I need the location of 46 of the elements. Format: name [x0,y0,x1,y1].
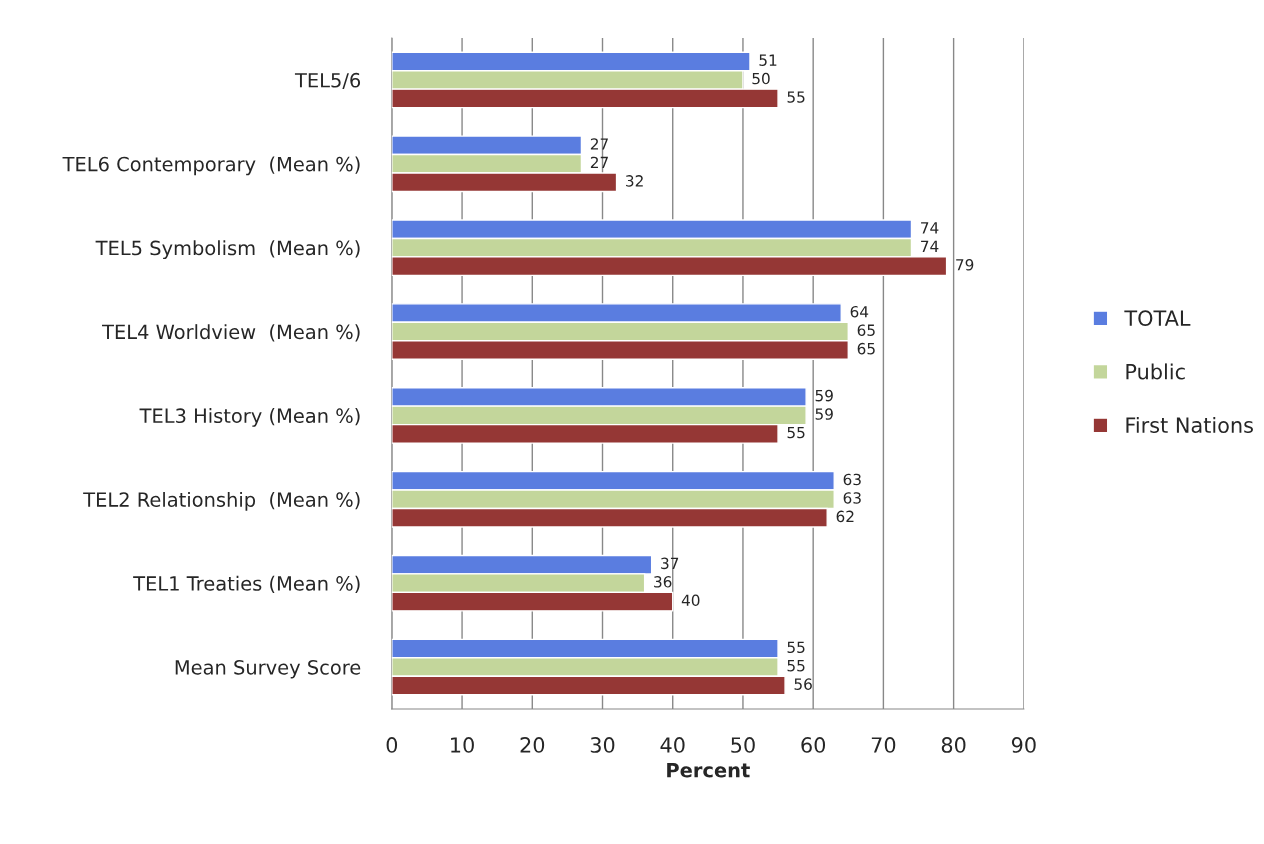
x-tick-label: 70 [871,737,896,753]
x-tick-label: 10 [451,737,474,753]
data-label: 64 [850,305,869,318]
x-tick-label: 0 [386,737,398,753]
x-tick-label: 90 [1011,737,1036,753]
data-label: 65 [857,342,875,355]
data-label: 65 [857,324,875,336]
data-label: 32 [626,175,643,187]
x-tick-label: 40 [660,737,685,753]
data-label: 55 [787,660,805,672]
legend-label: First Nations [1126,416,1253,434]
data-label: 74 [921,240,939,252]
data-label: 27 [590,156,608,168]
y-tick-label: TEL3 History (Mean %) [139,408,360,427]
x-tick-label: 20 [520,737,545,753]
data-label: 51 [759,54,777,66]
y-tick-label: TEL5/6 [294,72,361,90]
data-label: 55 [787,91,805,103]
data-label: 37 [661,557,679,570]
data-label: 50 [752,72,770,85]
data-label: 74 [921,222,939,234]
x-tick-label: 50 [731,737,755,753]
x-tick-label: 60 [801,737,826,753]
y-tick-label: TEL1 Treaties (Mean %) [133,575,360,594]
data-label: 59 [815,389,833,402]
y-tick-label: TEL5 Symbolism (Mean %) [95,240,360,260]
data-label: 40 [681,594,700,607]
data-label: 63 [843,492,861,504]
legend-label: Public [1126,363,1185,380]
y-tick-label: TEL2 Relationship (Mean %) [83,491,360,511]
data-label: 62 [836,510,854,523]
y-tick-label: TEL6 Contemporary (Mean %) [62,156,360,176]
y-tick-label: Mean Survey Score [175,659,361,679]
data-label: 55 [787,641,805,653]
x-tick-label: 80 [941,737,966,753]
data-label: 55 [787,426,805,439]
x-axis-title: Percent [667,763,750,778]
y-tick-label: TEL4 Worldview (Mean %) [102,324,360,342]
data-label: 27 [590,138,608,150]
data-label: 63 [843,473,861,486]
data-label: 56 [794,678,812,690]
data-label: 59 [815,408,833,420]
x-tick-label: 30 [590,737,615,753]
data-label: 36 [654,576,672,588]
legend-label: TOTAL [1124,310,1191,327]
data-label: 79 [956,258,974,271]
